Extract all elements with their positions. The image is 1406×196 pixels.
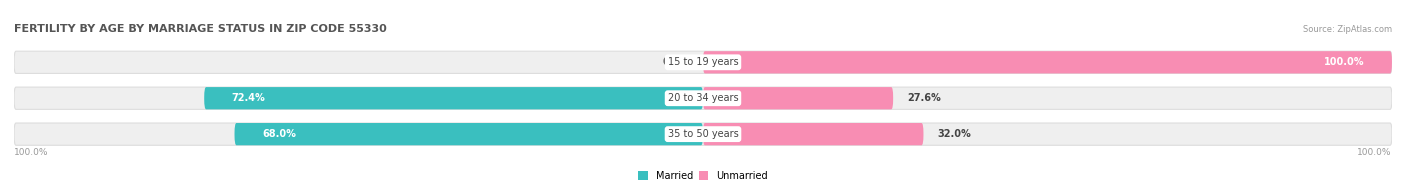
FancyBboxPatch shape [14, 87, 1392, 109]
Text: 32.0%: 32.0% [938, 129, 972, 139]
Text: 0.0%: 0.0% [662, 57, 689, 67]
Text: FERTILITY BY AGE BY MARRIAGE STATUS IN ZIP CODE 55330: FERTILITY BY AGE BY MARRIAGE STATUS IN Z… [14, 24, 387, 34]
Text: 35 to 50 years: 35 to 50 years [668, 129, 738, 139]
Text: 15 to 19 years: 15 to 19 years [668, 57, 738, 67]
FancyBboxPatch shape [235, 123, 703, 145]
FancyBboxPatch shape [204, 87, 703, 109]
FancyBboxPatch shape [14, 123, 1392, 145]
Text: 72.4%: 72.4% [232, 93, 266, 103]
Text: 100.0%: 100.0% [1324, 57, 1364, 67]
Text: 68.0%: 68.0% [262, 129, 295, 139]
FancyBboxPatch shape [703, 123, 924, 145]
Text: Source: ZipAtlas.com: Source: ZipAtlas.com [1303, 25, 1392, 34]
Text: 27.6%: 27.6% [907, 93, 941, 103]
Text: 100.0%: 100.0% [14, 148, 49, 157]
FancyBboxPatch shape [703, 87, 893, 109]
Legend: Married, Unmarried: Married, Unmarried [638, 171, 768, 181]
FancyBboxPatch shape [703, 51, 1392, 74]
Text: 100.0%: 100.0% [1357, 148, 1392, 157]
FancyBboxPatch shape [14, 51, 1392, 74]
Text: 20 to 34 years: 20 to 34 years [668, 93, 738, 103]
